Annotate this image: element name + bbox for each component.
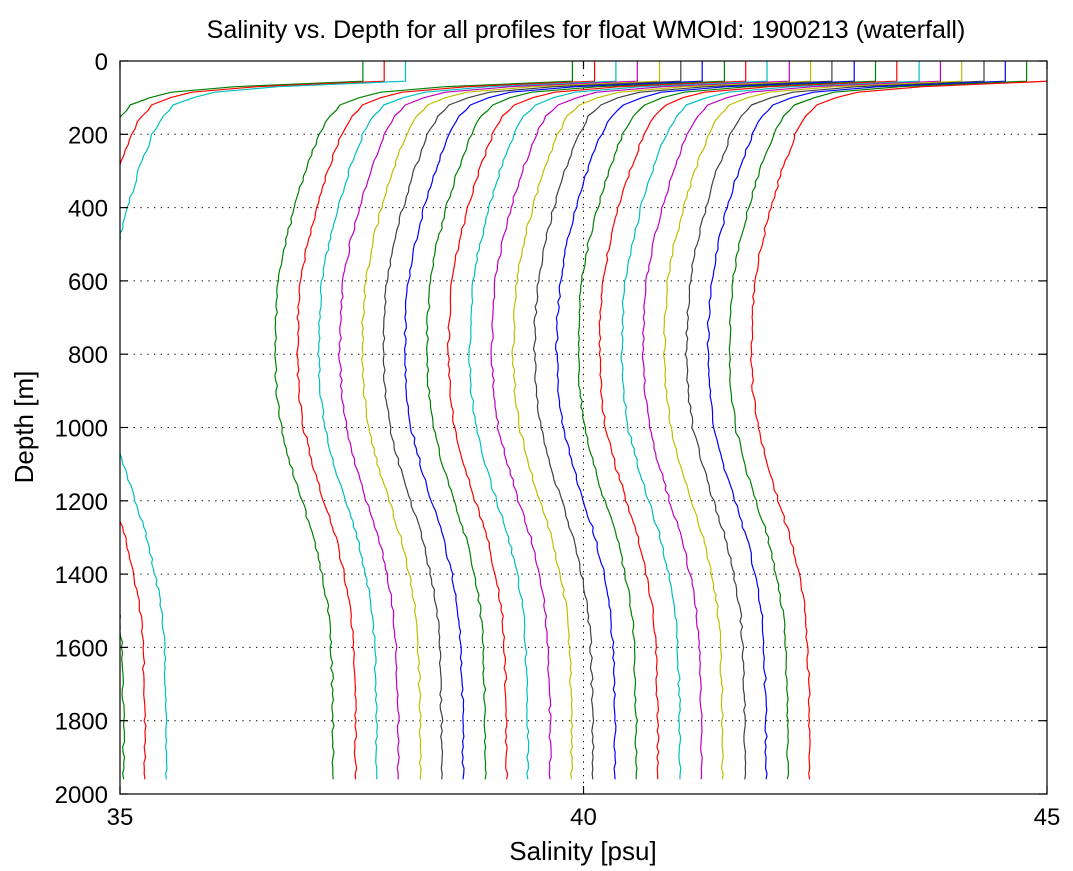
x-tick-label: 40 [570, 804, 597, 831]
y-tick-label: 2000 [55, 782, 108, 809]
profile-lines [120, 61, 1047, 780]
salinity-profile-line [296, 61, 596, 780]
y-tick-label: 400 [68, 196, 108, 223]
salinity-profile-line [662, 61, 963, 780]
x-tick-labels: 35 40 45 [107, 804, 1061, 831]
salinity-profile-line [120, 61, 364, 780]
y-tick-label: 1800 [55, 709, 108, 736]
y-tick-label: 200 [68, 122, 108, 149]
salinity-profile-line [577, 61, 877, 780]
salinity-profile-line [490, 61, 790, 780]
y-tick-label: 0 [95, 49, 108, 76]
y-axis-label: Depth [m] [9, 371, 39, 484]
salinity-profile-line [598, 61, 898, 780]
x-axis-label: Salinity [psu] [509, 836, 656, 866]
salinity-profile-line [361, 61, 661, 780]
y-tick-label: 1600 [55, 635, 108, 662]
salinity-profile-line [728, 61, 1028, 780]
salinity-profile-line [554, 61, 855, 780]
y-tick-label: 1000 [55, 416, 108, 443]
salinity-profile-line [317, 61, 617, 780]
grid-lines [120, 61, 1047, 794]
axis-ticks [119, 60, 1048, 795]
chart-title: Salinity vs. Depth for all profiles for … [207, 16, 966, 44]
x-tick-label: 45 [1034, 804, 1061, 831]
salinity-profile-line [468, 61, 768, 780]
salinity-profile-line [274, 61, 574, 780]
salinity-profile-line [425, 61, 726, 780]
salinity-profile-line [446, 61, 747, 780]
salinity-profile-line [684, 61, 985, 780]
salinity-profile-line [641, 61, 942, 780]
y-tick-label: 1200 [55, 489, 108, 516]
x-tick-label: 35 [107, 804, 134, 831]
y-tick-label: 800 [68, 342, 108, 369]
y-tick-labels: 0 200 400 600 800 1000 1200 1400 1600 1800 2000 [55, 49, 108, 809]
salinity-profile-line [120, 61, 385, 780]
y-tick-label: 600 [68, 269, 108, 296]
salinity-profile-line [532, 61, 833, 780]
y-tick-label: 1400 [55, 562, 108, 589]
salinity-profile-line [338, 61, 638, 780]
salinity-profile-line [749, 80, 1047, 780]
salinity-profile-line [511, 61, 812, 780]
salinity-profile-line [120, 61, 407, 780]
salinity-profile-line [382, 61, 682, 780]
salinity-profile-line [620, 61, 920, 780]
salinity-profile-line [706, 61, 1006, 780]
salinity-profile-line [403, 61, 703, 780]
